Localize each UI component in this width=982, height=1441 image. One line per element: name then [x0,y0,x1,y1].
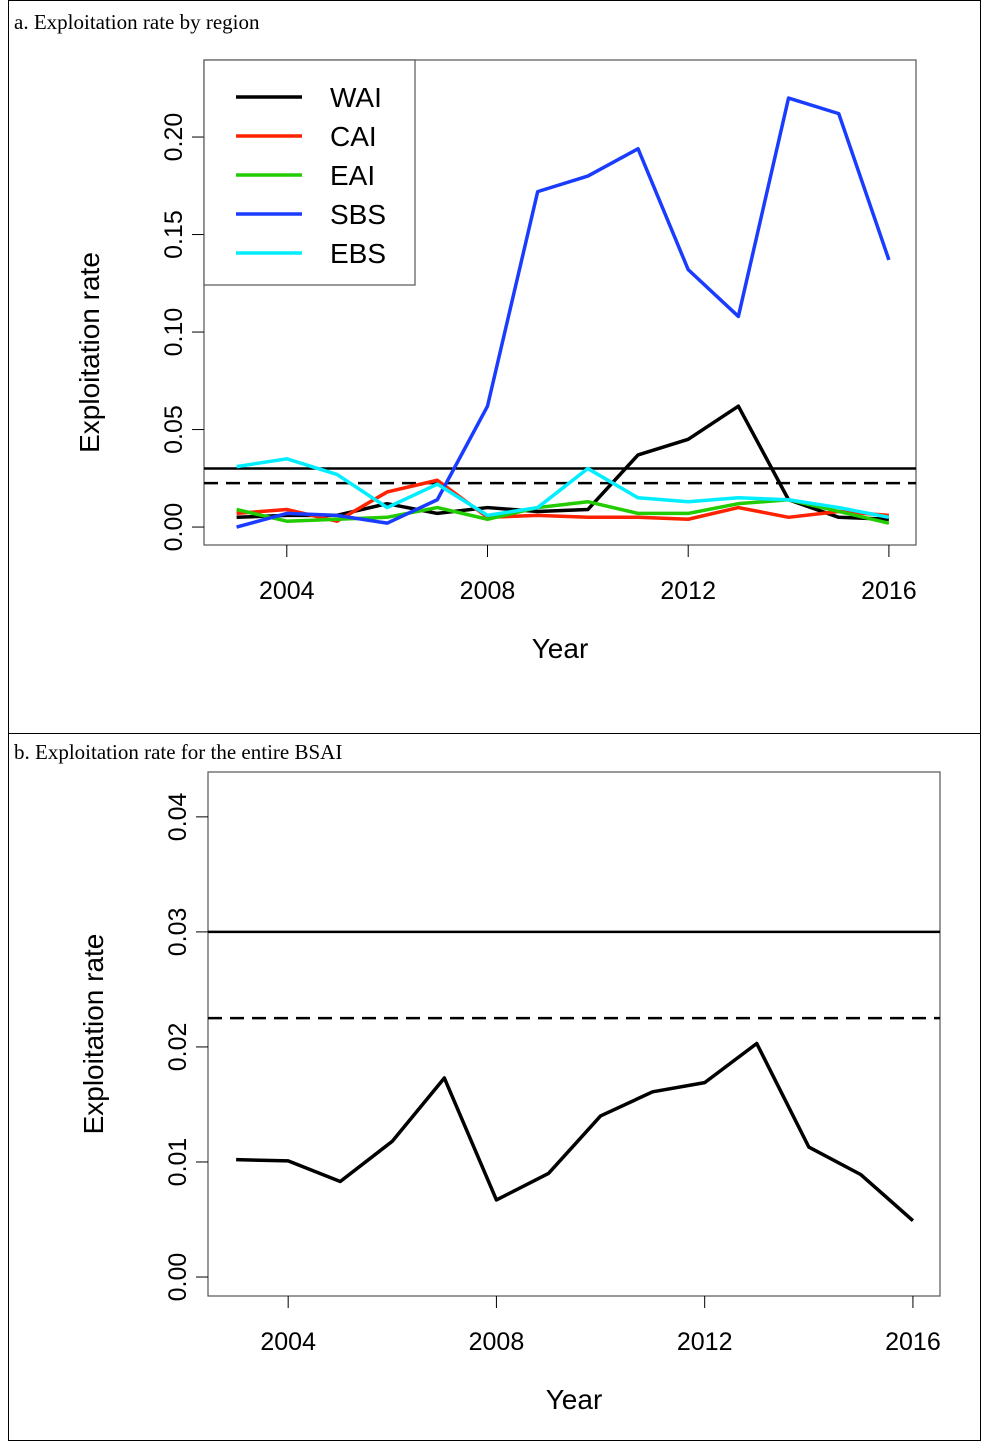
y-tick-label: 0.20 [160,113,188,162]
chart-title: b. Exploitation rate for the entire BSAI [14,740,342,764]
y-axis-label: Exploitation rate [74,252,105,453]
x-axis-label: Year [532,633,589,664]
y-tick-label: 0.04 [164,792,192,841]
legend-label: CAI [330,121,377,152]
y-tick-label: 0.00 [160,503,188,552]
x-axis-label: Year [546,1384,603,1415]
series-line [236,96,891,529]
x-tick-label: 2012 [677,1328,733,1356]
y-tick-label: 0.02 [164,1023,192,1072]
x-tick-label: 2012 [660,577,716,605]
legend-label: WAI [330,82,382,113]
legend-label: EBS [330,238,386,269]
x-tick-label: 2004 [260,1328,316,1356]
plot-frame [207,771,941,1297]
y-tick-label: 0.10 [160,308,188,357]
y-tick-label: 0.05 [160,405,188,454]
x-tick-label: 2008 [460,577,516,605]
series-line [236,457,890,520]
series-line [236,1041,915,1222]
x-tick-label: 2008 [469,1328,525,1356]
legend-label: EAI [330,160,375,191]
y-axis-label: Exploitation rate [78,934,109,1135]
plot-frame [203,59,917,546]
chart-title: a. Exploitation rate by region [14,10,260,34]
x-tick-label: 2004 [259,577,315,605]
x-tick-label: 2016 [885,1328,941,1356]
y-tick-label: 0.15 [160,210,188,259]
legend-label: SBS [330,199,386,230]
table-border [8,0,981,1441]
y-tick-label: 0.00 [164,1253,192,1302]
x-tick-label: 2016 [861,577,917,605]
series-line [236,404,889,522]
y-tick-label: 0.01 [164,1138,192,1187]
y-tick-label: 0.03 [164,908,192,957]
